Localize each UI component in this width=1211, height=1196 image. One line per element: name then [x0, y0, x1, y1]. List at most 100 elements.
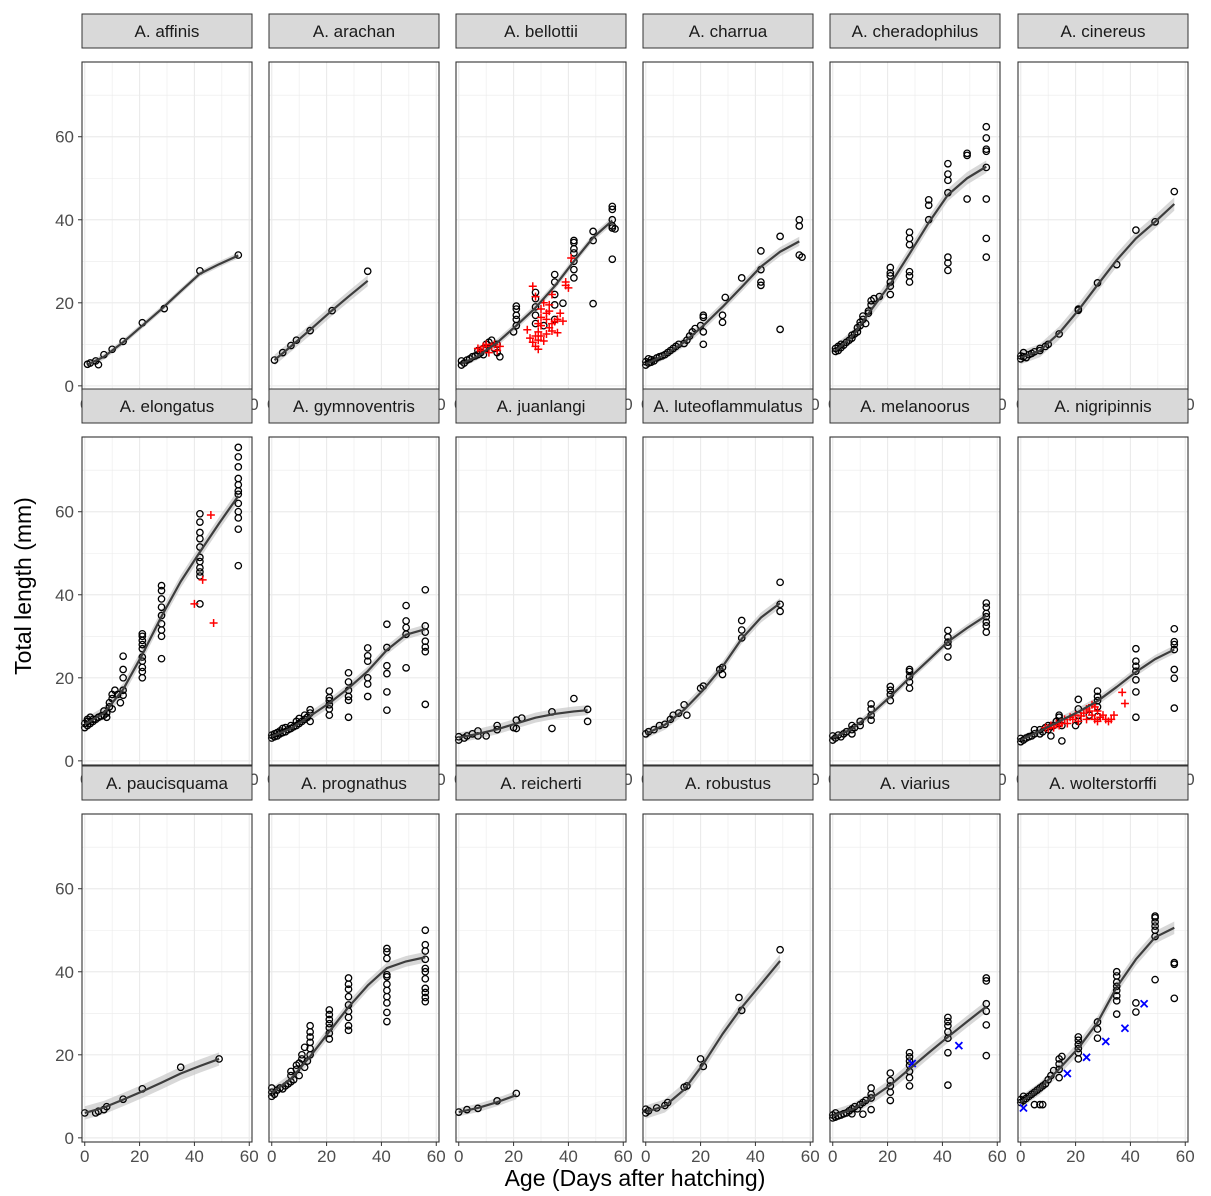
data-point: [344, 668, 353, 677]
data-point: [344, 985, 353, 994]
data-point: [363, 651, 372, 660]
blue-cross-point: [1019, 1103, 1028, 1113]
data-point: [295, 1071, 304, 1080]
red-plus-point: [537, 313, 545, 322]
data-point: [1112, 982, 1121, 991]
red-plus-point: [1107, 715, 1116, 724]
y-tick-label: 40: [55, 586, 74, 605]
data-point: [1170, 994, 1179, 1003]
data-point: [421, 964, 430, 973]
data-point: [735, 993, 743, 1002]
data-point: [886, 269, 895, 277]
data-point: [306, 1033, 314, 1041]
data-point: [234, 525, 243, 534]
red-plus-point: [556, 309, 565, 318]
data-point: [531, 303, 540, 311]
x-tick-label: 40: [933, 1147, 952, 1166]
trend-line: [461, 219, 614, 365]
red-plus-point: [495, 342, 504, 351]
data-point: [234, 561, 243, 570]
gridlines: [456, 62, 626, 390]
x-tick-label: 60: [240, 1147, 259, 1166]
data-point: [94, 360, 103, 369]
data-point: [402, 617, 410, 625]
data-point: [608, 202, 617, 211]
data-point: [138, 667, 147, 676]
blue-cross-point: [1139, 999, 1149, 1008]
data-point: [924, 201, 933, 210]
facet-panel: A. affinis02040600204060: [55, 13, 259, 414]
confidence-ribbon: [271, 624, 426, 741]
data-point: [306, 1021, 314, 1030]
gridlines: [830, 62, 1000, 390]
facet-strip: [1017, 388, 1189, 424]
data-point: [886, 290, 895, 299]
data-point: [737, 626, 746, 634]
red-plus-point: [1079, 709, 1088, 718]
facet-strip: [829, 765, 1001, 801]
data-point: [196, 518, 204, 526]
facet-title: A. elongatus: [120, 397, 215, 416]
facet-panel: A. gymnoventris0204060: [267, 388, 446, 789]
facet-panel: A. robustus 0 20 40 60: [641, 765, 820, 1166]
facet-title: A. paucisquama: [106, 774, 228, 793]
red-plus-point: [545, 300, 554, 309]
facet-strip: [642, 13, 814, 49]
data-point: [982, 618, 991, 627]
red-plus-point: [1085, 707, 1094, 716]
data-point: [1132, 644, 1140, 653]
data-point: [1170, 958, 1179, 967]
data-point: [886, 1096, 895, 1105]
data-point: [757, 281, 765, 290]
facet-panel: A. wolterstorffi 0 20 40 60: [1016, 765, 1195, 1166]
facet-strip: [829, 388, 1001, 424]
data-point: [737, 616, 746, 625]
data-point: [1132, 688, 1140, 696]
facet-panel: A. charrua0204060: [641, 13, 820, 414]
data-point: [683, 711, 691, 720]
data-point: [982, 253, 991, 261]
panel-border: [455, 813, 627, 1143]
red-plus-point: [534, 336, 543, 345]
red-plus-point: [484, 348, 493, 357]
data-point: [138, 629, 147, 638]
facet-panel: A. luteoflammulatus0204060: [641, 388, 820, 789]
facet-strip: [455, 388, 627, 424]
data-point: [363, 267, 372, 276]
facet-title: A. cheradophilus: [852, 22, 979, 41]
data-point: [234, 474, 243, 483]
data-point: [867, 1084, 875, 1092]
facet-strip: [455, 13, 627, 49]
data-point: [1055, 1073, 1063, 1082]
data-point: [982, 145, 991, 154]
x-tick-label: 20: [1066, 1147, 1085, 1166]
data-point: [944, 159, 952, 168]
data-point: [421, 997, 430, 1006]
data-point: [1093, 1034, 1102, 1043]
data-point: [982, 195, 991, 203]
facet-title: A. luteoflammulatus: [653, 397, 802, 416]
data-point: [512, 724, 521, 733]
red-plus-point: [553, 315, 562, 324]
facet-strip: [642, 765, 814, 801]
facet-title: A. charrua: [689, 22, 768, 41]
data-point: [157, 581, 166, 590]
data-point: [982, 603, 991, 612]
data-point: [699, 328, 708, 336]
red-plus-point: [1088, 711, 1097, 720]
facet-strip: [455, 765, 627, 801]
data-point: [1132, 999, 1140, 1007]
data-point: [548, 724, 556, 733]
data-point: [905, 267, 914, 276]
trend-line: [458, 709, 588, 739]
facet-title: A. cinereus: [1060, 22, 1145, 41]
red-plus-point: [493, 346, 502, 355]
data-point: [776, 607, 784, 616]
trend-line: [1020, 203, 1176, 359]
data-point: [278, 348, 287, 357]
data-point: [776, 945, 784, 954]
y-tick-label: 40: [55, 211, 74, 230]
red-plus-point: [537, 321, 545, 330]
trend-line: [1020, 648, 1175, 742]
data-point: [421, 585, 430, 594]
